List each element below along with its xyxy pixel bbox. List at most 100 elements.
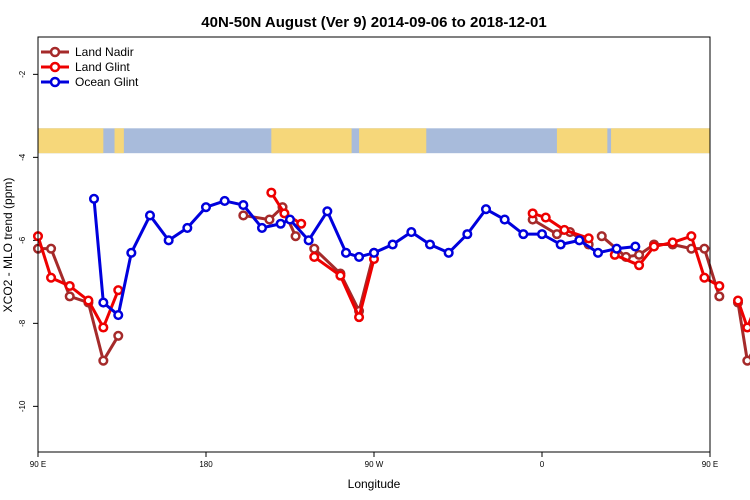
plot-area: 90 E 180 90 W 0 90 E -2 -4 -6 -8 -10 [18,70,750,469]
map-band-land [271,128,352,154]
data-point-land-glint [742,322,750,333]
map-band-land [556,128,608,154]
data-point-land-glint [354,312,365,323]
data-point-land-glint [335,270,346,281]
plot-frame [37,36,711,453]
series-line-land-glint [532,211,590,240]
data-point-ocean-glint [443,247,454,258]
data-point-land-glint [279,208,290,219]
data-point-ocean-glint [387,239,398,250]
map-band-land [359,128,427,154]
data-point-ocean-glint [406,227,417,238]
data-point-ocean-glint [340,247,352,258]
legend-marker-ocean-glint [49,76,61,88]
x-tick-label: 180 [199,460,213,469]
data-point-land-glint [113,285,124,296]
series-line-land-glint [36,235,120,329]
data-point-land-glint [83,295,94,306]
legend-label-land-glint: Land Glint [75,60,130,74]
data-point-ocean-glint [113,310,124,321]
data-point-ocean-glint [611,243,622,254]
data-point-ocean-glint [536,229,548,240]
data-point-land-nadir [634,249,645,260]
y-axis-label: XCO2 - MLO trend (ppm) [1,178,15,313]
data-point-ocean-glint [219,195,230,206]
data-point-ocean-glint [182,222,193,233]
data-point-land-glint [634,260,645,271]
data-point-ocean-glint [200,202,212,213]
data-point-land-nadir [596,231,607,242]
data-point-ocean-glint [284,214,296,225]
map-band-land [611,128,710,154]
legend-marker-land-glint [49,61,61,73]
data-point-land-nadir [309,243,320,254]
y-tick-label: -6 [18,236,27,244]
x-tick-label: 90 E [30,460,46,469]
data-point-land-nadir [46,243,57,254]
data-point-ocean-glint [238,200,249,211]
data-point-ocean-glint [88,193,100,204]
x-tick-label: 90 W [365,460,384,469]
data-point-ocean-glint [462,229,473,240]
x-tick-label: 90 E [702,460,718,469]
data-point-land-glint [648,241,660,252]
data-point-ocean-glint [480,204,492,215]
data-point-ocean-glint [368,247,380,258]
x-tick-label: 0 [540,460,545,469]
legend-marker-land-nadir [49,46,61,58]
data-point-ocean-glint [354,251,365,263]
data-point-land-glint [540,212,551,223]
y-tick-label: -8 [18,319,27,327]
data-point-ocean-glint [256,222,268,233]
data-point-land-nadir [551,229,562,240]
data-point-ocean-glint [144,210,156,221]
data-point-land-glint [309,251,320,263]
chart-title: 40N-50N August (Ver 9) 2014-09-06 to 201… [201,14,546,31]
data-point-land-glint [527,208,538,219]
map-band-land [38,128,104,154]
data-point-ocean-glint [322,206,333,217]
x-axis-label: Longitude [348,477,401,491]
data-point-ocean-glint [424,239,436,250]
data-point-ocean-glint [630,241,641,252]
data-point-ocean-glint [499,214,510,225]
data-point-land-glint [714,280,725,292]
data-point-ocean-glint [303,235,314,246]
legend-label-land-nadir: Land Nadir [75,45,134,59]
data-point-land-glint [667,237,678,248]
data-point-land-glint [98,322,109,333]
y-tick-label: -10 [18,400,27,412]
y-tick-label: -2 [18,70,27,78]
data-point-ocean-glint [275,218,286,229]
data-point-land-nadir [290,231,301,242]
data-point-land-nadir [238,210,249,221]
data-point-land-nadir [64,291,75,302]
data-point-ocean-glint [555,239,566,250]
data-point-land-nadir [714,291,725,302]
data-point-land-glint [296,218,307,229]
data-point-land-nadir [98,355,109,366]
data-point-ocean-glint [98,297,109,308]
data-point-land-glint [732,295,744,306]
legend-label-ocean-glint: Ocean Glint [75,75,139,89]
data-point-land-glint [686,231,697,242]
data-point-land-nadir [264,214,275,225]
data-point-ocean-glint [574,235,585,246]
y-tick-label: -4 [18,153,27,161]
data-point-ocean-glint [163,235,174,246]
data-point-land-glint [46,272,57,283]
data-point-land-glint [64,280,75,292]
data-point-land-glint [583,233,594,244]
data-point-land-nadir [699,243,710,254]
data-point-land-glint [699,272,710,283]
data-point-land-glint [559,224,570,236]
data-point-land-nadir [113,330,124,341]
data-point-land-nadir [742,355,750,366]
data-point-ocean-glint [592,247,604,258]
series-line-land-glint [313,255,376,319]
map-band-land [114,128,124,154]
series-line-land-nadir [313,247,376,313]
data-point-land-glint [266,187,277,198]
data-point-ocean-glint [518,229,529,240]
